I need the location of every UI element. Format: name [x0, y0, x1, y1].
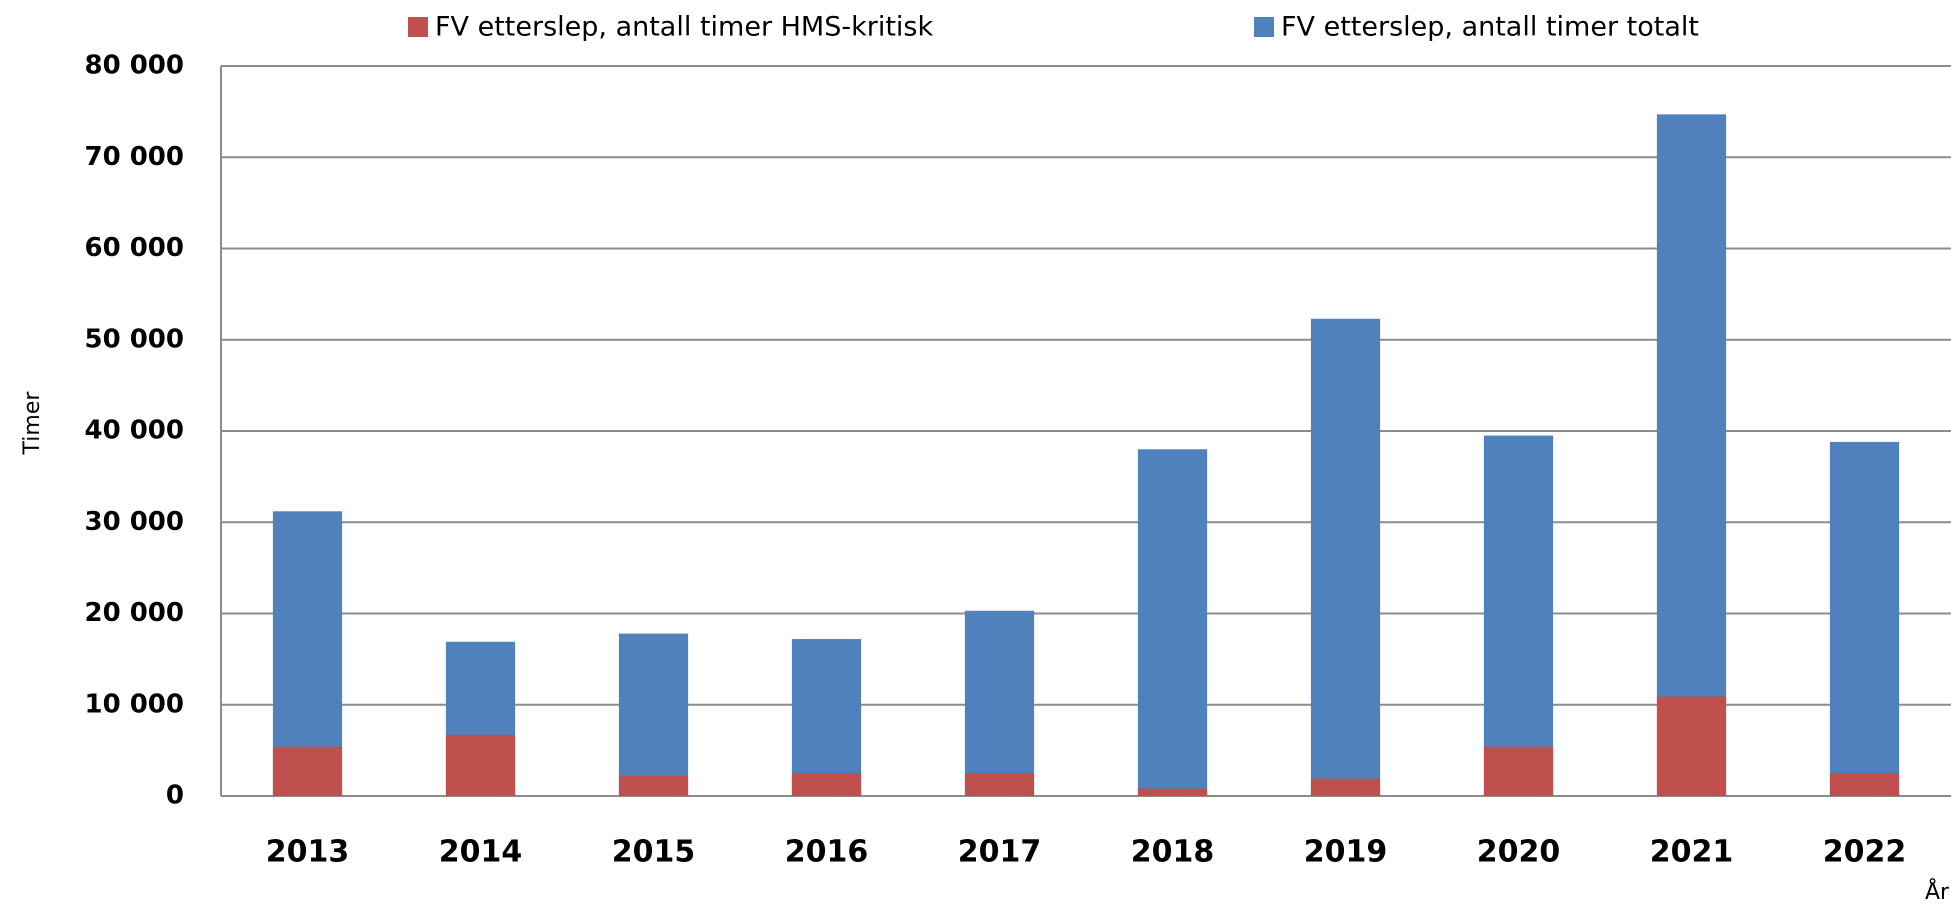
x-tick-label: 2015 [612, 835, 696, 870]
legend-label: FV etterslep, antall timer totalt [1281, 12, 1699, 43]
bar [1656, 114, 1727, 797]
x-tick-label: 2013 [266, 835, 350, 870]
y-tick-label: 60 000 [84, 233, 184, 263]
bar [1483, 435, 1554, 796]
y-tick-label: 20 000 [84, 598, 184, 628]
legend-swatch [408, 17, 428, 37]
x-tick-label: 2016 [785, 835, 869, 870]
bar [1310, 778, 1381, 796]
bar [445, 734, 516, 796]
y-tick-label: 70 000 [84, 142, 184, 172]
x-tick-label: 2022 [1823, 835, 1907, 870]
x-tick-label: 2018 [1131, 835, 1215, 870]
bar [618, 633, 689, 796]
bar [791, 773, 862, 796]
bar [1137, 788, 1208, 796]
bar [791, 639, 862, 796]
x-axis-label: År [1925, 878, 1950, 905]
bar [1829, 773, 1900, 796]
bar [1656, 696, 1727, 796]
legend-swatch [1254, 17, 1274, 37]
x-tick-label: 2020 [1477, 835, 1561, 870]
y-tick-label: 0 [166, 781, 184, 811]
bar [1137, 449, 1208, 796]
x-tick-label: 2021 [1650, 835, 1734, 870]
legend-label: FV etterslep, antall timer HMS-kritisk [435, 12, 933, 43]
x-tick-label: 2019 [1304, 835, 1388, 870]
bar [1829, 441, 1900, 796]
y-tick-label: 80 000 [84, 51, 184, 81]
y-tick-label: 10 000 [84, 689, 184, 719]
y-tick-label: 40 000 [84, 416, 184, 446]
bar [272, 746, 343, 796]
y-tick-label: 30 000 [84, 507, 184, 537]
x-tick-label: 2014 [439, 835, 523, 870]
bar [964, 610, 1035, 796]
bar [1310, 318, 1381, 796]
bar [964, 773, 1035, 796]
bar [618, 775, 689, 796]
y-axis-label: Timer [20, 391, 45, 456]
x-tick-label: 2017 [958, 835, 1042, 870]
bar [1483, 746, 1554, 796]
y-tick-label: 50 000 [84, 324, 184, 354]
